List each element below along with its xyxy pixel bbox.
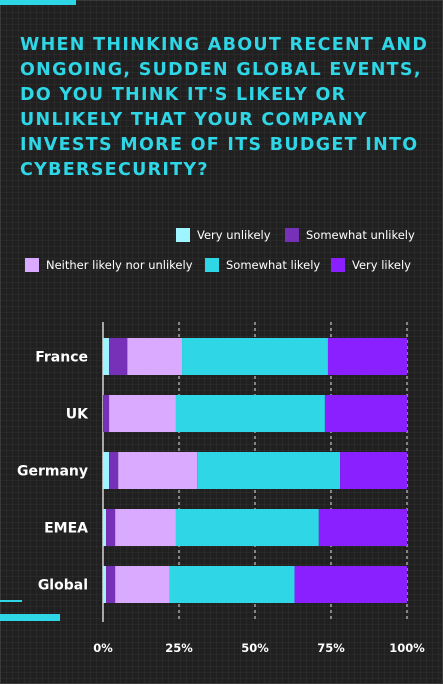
legend-item-somewhat-likely: Somewhat likely [205,258,320,272]
bar-segment [318,509,407,546]
category-label: Global [38,578,88,594]
bar-segment [197,452,341,489]
bar-segment [182,338,328,375]
bar-segment [103,509,107,546]
bar-segment [103,395,110,432]
category-label: Germany [17,464,88,480]
x-tick-label: 25% [165,641,193,655]
category-label: France [35,350,88,366]
legend-item-neither: Neither likely nor unlikely [25,258,193,272]
bar-segment [169,566,295,603]
legend-swatch [331,258,345,272]
x-tick-label: 0% [93,641,113,655]
category-label: EMEA [44,521,88,537]
category-label: UK [66,407,89,423]
bar-segment [103,566,107,603]
legend-swatch [285,228,299,242]
legend-item-somewhat-unlikely: Somewhat unlikely [285,228,415,242]
bar-segment [340,452,407,489]
chart-headline: When thinking about recent and ongoing, … [20,35,429,180]
legend-swatch [205,258,219,272]
x-tick-label: 100% [389,641,425,655]
bar-segment [109,395,176,432]
bar-segment [175,509,319,546]
x-tick-label: 75% [317,641,345,655]
bar-segment [324,395,407,432]
bar-segment [127,338,183,375]
bar-segment [103,338,110,375]
top-accent-bar [0,0,76,5]
legend-swatch [25,258,39,272]
legend-label: Very likely [352,258,411,272]
legend-label: Somewhat unlikely [306,228,415,242]
bar-segment [175,395,325,432]
bar-segment [118,452,198,489]
bar-segment [115,509,176,546]
legend-label: Somewhat likely [226,258,321,272]
bar-segment [294,566,407,603]
corner-accent-bar [0,614,60,621]
legend-item-very-unlikely: Very unlikely [176,228,271,242]
bar-segment [327,338,407,375]
bar-segment [106,566,116,603]
legend-item-very-likely: Very likely [331,258,411,272]
bar-segment [109,452,119,489]
legend-label: Neither likely nor unlikely [46,258,193,272]
x-tick-label: 50% [241,641,269,655]
legend-swatch [176,228,190,242]
legend-label: Very unlikely [197,228,271,242]
bar-segment [115,566,170,603]
bar-segment [109,338,128,375]
bar-segment [103,452,110,489]
bar-segment [106,509,116,546]
